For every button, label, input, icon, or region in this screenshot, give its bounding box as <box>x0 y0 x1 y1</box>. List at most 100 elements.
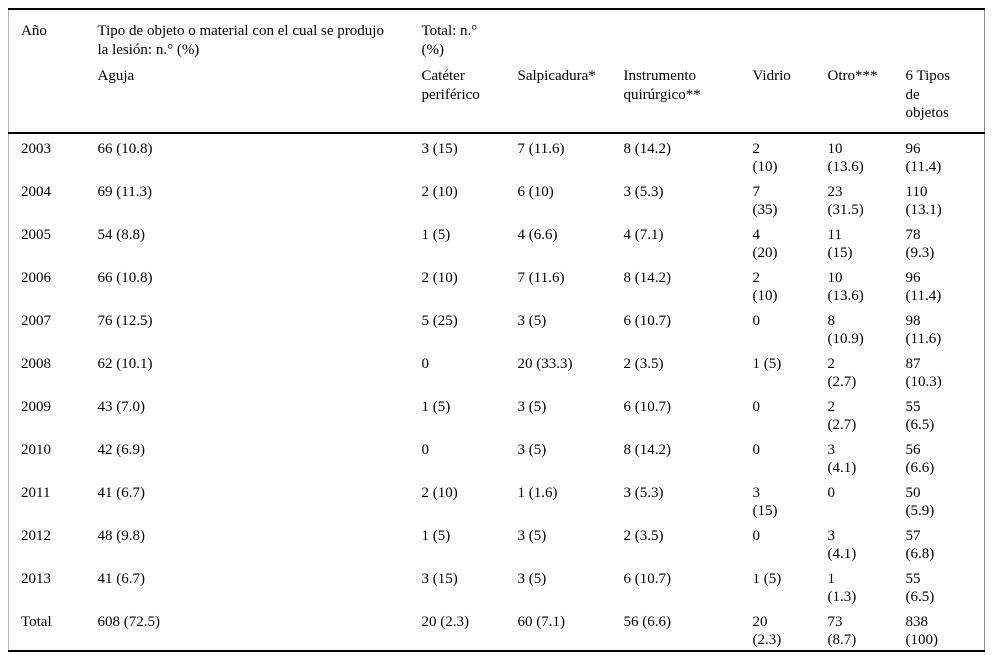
total-cell: 96 (11.4) <box>905 269 942 305</box>
salpicadura-cell: 1 (1.6) <box>517 484 558 501</box>
aguja-cell: 42 (6.9) <box>97 441 146 458</box>
total-cell: 110 (13.1) <box>905 183 942 219</box>
aguja-cell: 608 (72.5) <box>97 613 161 630</box>
instrumento-cell: 2 (3.5) <box>623 527 664 544</box>
salpicadura-cell: 3 (5) <box>517 441 547 458</box>
instrumento-cell: 8 (14.2) <box>623 140 672 157</box>
cateter-cell: 5 (25) <box>421 312 458 329</box>
salpicadura-cell: 7 (11.6) <box>517 269 565 286</box>
year-cell: 2011 <box>21 484 51 501</box>
year-cell: 2012 <box>21 527 51 544</box>
cateter-cell: 3 (15) <box>421 570 458 587</box>
table-row: 2007 76 (12.5) 5 (25) 3 (5) 6 (10.7) 0 8… <box>9 306 985 349</box>
vidrio-cell: 20 (2.3) <box>752 613 782 649</box>
aguja-cell: 43 (7.0) <box>97 398 146 415</box>
aguja-cell: 69 (11.3) <box>97 183 152 200</box>
cateter-cell: 2 (10) <box>421 269 458 286</box>
total-cell: 98 (11.6) <box>905 312 942 348</box>
instrumento-cell: 2 (3.5) <box>623 355 664 372</box>
header-salpicadura: Salpicadura* <box>505 67 612 134</box>
cateter-cell: 1 (5) <box>421 226 451 243</box>
otro-cell: 2 (2.7) <box>827 398 857 434</box>
table-row: 2010 42 (6.9) 0 3 (5) 8 (14.2) 0 3 (4.1)… <box>9 435 985 478</box>
header-otro: Otro*** <box>815 67 894 134</box>
vidrio-cell: 7 (35) <box>752 183 778 219</box>
header-instrumento-quirurgico: Instrumento quirúrgico** <box>611 67 741 134</box>
vidrio-cell: 1 (5) <box>752 570 782 587</box>
otro-cell: 3 (4.1) <box>827 441 857 477</box>
header-sub-row: Aguja Catéter periférico Salpicadura* In… <box>9 67 985 134</box>
salpicadura-cell: 3 (5) <box>517 527 547 544</box>
year-cell: 2010 <box>21 441 51 458</box>
otro-cell: 73 (8.7) <box>827 613 857 649</box>
header-aguja: Aguja <box>85 67 410 134</box>
aguja-cell: 48 (9.8) <box>97 527 146 544</box>
salpicadura-cell: 7 (11.6) <box>517 140 565 157</box>
salpicadura-cell: 3 (5) <box>517 312 547 329</box>
instrumento-cell: 6 (10.7) <box>623 570 672 587</box>
header-total-group: Total: n.° (%) <box>421 23 478 58</box>
table-row: 2005 54 (8.8) 1 (5) 4 (6.6) 4 (7.1) 4 (2… <box>9 220 985 263</box>
vidrio-cell: 0 <box>752 312 761 329</box>
instrumento-cell: 6 (10.7) <box>623 312 672 329</box>
total-cell: 55 (6.5) <box>905 570 935 606</box>
vidrio-cell: 4 (20) <box>752 226 778 262</box>
cateter-cell: 1 (5) <box>421 527 451 544</box>
table-row: 2011 41 (6.7) 2 (10) 1 (1.6) 3 (5.3) 3 (… <box>9 478 985 521</box>
aguja-cell: 41 (6.7) <box>97 570 146 587</box>
header-object-type-group: Tipo de objeto o material con el cual se… <box>97 23 384 58</box>
year-cell: 2006 <box>21 269 51 286</box>
header-cateter-periferico: Catéter periférico <box>409 67 506 134</box>
vidrio-cell: 0 <box>752 527 761 544</box>
table-row: 2006 66 (10.8) 2 (10) 7 (11.6) 8 (14.2) … <box>9 263 985 306</box>
cateter-cell: 2 (10) <box>421 484 458 501</box>
year-cell: 2008 <box>21 355 51 372</box>
aguja-cell: 54 (8.8) <box>97 226 146 243</box>
salpicadura-cell: 60 (7.1) <box>517 613 566 630</box>
instrumento-cell: 4 (7.1) <box>623 226 664 243</box>
aguja-cell: 62 (10.1) <box>97 355 153 372</box>
year-cell: 2009 <box>21 398 51 415</box>
year-cell: Total <box>21 613 52 630</box>
salpicadura-cell: 20 (33.3) <box>517 355 573 372</box>
aguja-cell: 66 (10.8) <box>97 140 153 157</box>
otro-cell: 1 (1.3) <box>827 570 857 606</box>
cateter-cell: 20 (2.3) <box>421 613 470 630</box>
year-cell: 2005 <box>21 226 51 243</box>
table-body: 2003 66 (10.8) 3 (15) 7 (11.6) 8 (14.2) … <box>9 133 985 651</box>
total-cell: 96 (11.4) <box>905 140 942 176</box>
table-row: 2003 66 (10.8) 3 (15) 7 (11.6) 8 (14.2) … <box>9 133 985 177</box>
otro-cell: 3 (4.1) <box>827 527 857 563</box>
vidrio-cell: 0 <box>752 398 761 415</box>
table-row: 2013 41 (6.7) 3 (15) 3 (5) 6 (10.7) 1 (5… <box>9 564 985 607</box>
cateter-cell: 0 <box>421 441 430 458</box>
cateter-cell: 1 (5) <box>421 398 451 415</box>
year-cell: 2013 <box>21 570 51 587</box>
salpicadura-cell: 4 (6.6) <box>517 226 558 243</box>
vidrio-cell: 2 (10) <box>752 269 778 305</box>
total-cell: 57 (6.8) <box>905 527 935 563</box>
instrumento-cell: 6 (10.7) <box>623 398 672 415</box>
table-row: Total 608 (72.5) 20 (2.3) 60 (7.1) 56 (6… <box>9 607 985 651</box>
salpicadura-cell: 3 (5) <box>517 570 547 587</box>
salpicadura-cell: 3 (5) <box>517 398 547 415</box>
table-row: 2004 69 (11.3) 2 (10) 6 (10) 3 (5.3) 7 (… <box>9 177 985 220</box>
header-group-row: Año Tipo de objeto o material con el cua… <box>8 9 985 134</box>
total-cell: 838 (100) <box>905 613 939 649</box>
aguja-cell: 76 (12.5) <box>97 312 153 329</box>
otro-cell: 23 (31.5) <box>827 183 864 219</box>
salpicadura-cell: 6 (10) <box>517 183 554 200</box>
year-cell: 2004 <box>21 183 51 200</box>
year-cell: 2003 <box>21 140 51 157</box>
table-row: 2009 43 (7.0) 1 (5) 3 (5) 6 (10.7) 0 2 (… <box>9 392 985 435</box>
table-row: 2008 62 (10.1) 0 20 (33.3) 2 (3.5) 1 (5)… <box>9 349 985 392</box>
otro-cell: 11 (15) <box>827 226 853 262</box>
instrumento-cell: 8 (14.2) <box>623 269 672 286</box>
header-6-tipos-objetos: 6 Tipos de objetos <box>893 67 985 134</box>
year-cell: 2007 <box>21 312 51 329</box>
vidrio-cell: 1 (5) <box>752 355 782 372</box>
vidrio-cell: 0 <box>752 441 761 458</box>
table-header: Año Tipo de objeto o material con el cua… <box>8 9 985 134</box>
header-year: Año <box>8 9 86 134</box>
